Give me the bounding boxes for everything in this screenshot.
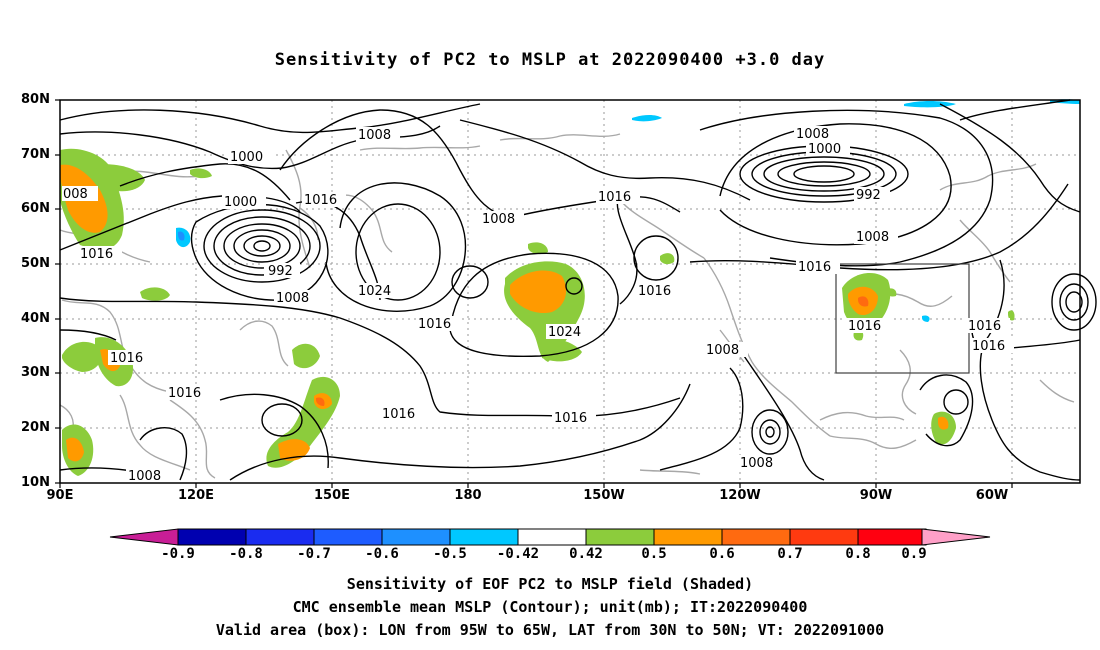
contour-label: 1000 [230, 150, 263, 165]
contour-label: 1008 [276, 291, 309, 306]
lon-label: 150E [313, 488, 351, 503]
colorbar-cell [585, 528, 655, 546]
contour-label: 1024 [548, 325, 581, 340]
contour-label: 1016 [418, 317, 451, 332]
colorbar-tip-left [109, 528, 179, 546]
colorbar-label: 0.9 [901, 546, 927, 562]
colorbar-label: -0.8 [229, 546, 263, 562]
contour-label: 1016 [554, 411, 587, 426]
colorbar-cell [381, 528, 451, 546]
colorbar-label: -0.42 [496, 546, 540, 562]
contour-label: 992 [856, 188, 881, 203]
contour-label: 1016 [972, 339, 1005, 354]
colorbar-cell [245, 528, 315, 546]
colorbar-cell [177, 528, 247, 546]
colorbar-tip-right [921, 528, 991, 546]
lat-label: 80N [21, 92, 50, 107]
lon-label: 180 [454, 488, 482, 503]
contour-label: 1024 [358, 284, 391, 299]
lat-label: 30N [21, 365, 50, 380]
colorbar-label: 0.6 [709, 546, 735, 562]
lat-label: 50N [21, 256, 50, 271]
contour-label: 1016 [80, 247, 113, 262]
contour-label: 1016 [598, 190, 631, 205]
contour-label: 1008 [128, 469, 161, 484]
lon-label: 60W [975, 488, 1009, 503]
lat-label: 60N [21, 201, 50, 216]
colorbar-cell [449, 528, 519, 546]
contour-label: 1016 [848, 319, 881, 334]
contour-label: 1016 [798, 260, 831, 275]
contour-label: 1008 [706, 343, 739, 358]
contour-label: 1000 [808, 142, 841, 157]
contour-label: 1016 [382, 407, 415, 422]
contour-label: 992 [268, 264, 293, 279]
colorbar-label: 0.7 [777, 546, 803, 562]
colorbar-cell [721, 528, 791, 546]
contour-label: 008 [63, 187, 88, 202]
caption-line-2: CMC ensemble mean MSLP (Contour); unit(m… [292, 598, 808, 616]
lon-label: 120E [177, 488, 215, 503]
contour-label: 1000 [224, 195, 257, 210]
colorbar-cell [789, 528, 859, 546]
colorbar-label: -0.6 [365, 546, 399, 562]
contour-label: 1008 [740, 456, 773, 471]
lat-label: 70N [21, 147, 50, 162]
lat-label: 20N [21, 420, 50, 435]
map-area: 1008 1000 1000 992 1008 1016 1024 1008 1… [55, 99, 1097, 488]
lon-label: 120W [719, 488, 761, 503]
colorbar-label: 0.42 [569, 546, 603, 562]
contour-label: 1008 [482, 212, 515, 227]
colorbar-label: 0.5 [641, 546, 667, 562]
contour-label: 1016 [110, 351, 143, 366]
lon-label: 150W [583, 488, 625, 503]
lon-label: 90W [859, 488, 893, 503]
lat-label: 40N [21, 311, 50, 326]
caption-line-3: Valid area (box): LON from 95W to 65W, L… [215, 621, 885, 639]
contour-label: 1016 [168, 386, 201, 401]
contour-label: 1008 [358, 128, 391, 143]
lat-label: 10N [21, 475, 50, 490]
colorbar-cell [857, 528, 927, 546]
colorbar-label: -0.7 [297, 546, 331, 562]
colorbar-label: 0.8 [845, 546, 871, 562]
contour-label: 1016 [304, 193, 337, 208]
colorbar-label: -0.9 [161, 546, 195, 562]
contour-label: 1008 [856, 230, 889, 245]
colorbar-cell [517, 528, 587, 546]
colorbar-label: -0.5 [433, 546, 467, 562]
colorbar-cell [313, 528, 383, 546]
contour-label: 1016 [968, 319, 1001, 334]
contour-labels: 1008 1000 1000 992 1008 1016 1024 1008 1… [62, 126, 1014, 484]
lon-label: 90E [46, 488, 74, 503]
caption-line-1: Sensitivity of EOF PC2 to MSLP field (Sh… [346, 575, 754, 593]
plot-title: Sensitivity of PC2 to MSLP at 2022090400… [274, 50, 826, 70]
contour-label: 1008 [796, 127, 829, 142]
colorbar-cell [653, 528, 723, 546]
contour-label: 1016 [638, 284, 671, 299]
colorbar [109, 528, 991, 546]
